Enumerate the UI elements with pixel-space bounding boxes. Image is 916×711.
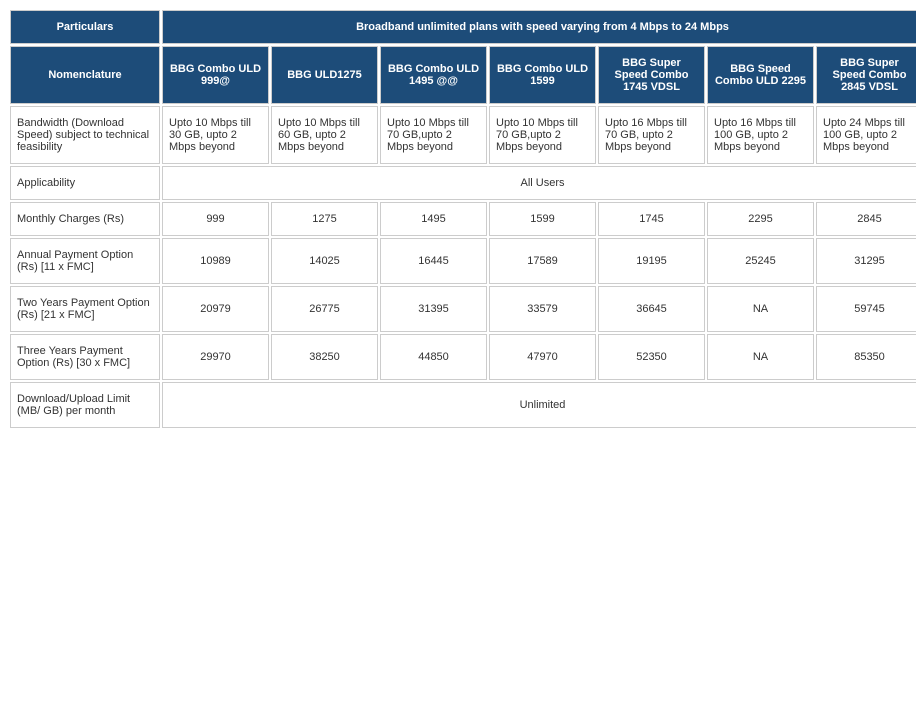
row-value: 1745 (598, 202, 705, 236)
row-value: 20979 (162, 286, 269, 332)
header-particulars: Particulars (10, 10, 160, 44)
row-value: 36645 (598, 286, 705, 332)
row-value: Upto 10 Mbps till 70 GB,upto 2 Mbps beyo… (380, 106, 487, 164)
row-value: 2295 (707, 202, 814, 236)
row-merged-value: Unlimited (162, 382, 916, 428)
row-value: 19195 (598, 238, 705, 284)
header-plan: BBG Combo ULD 1599 (489, 46, 596, 104)
table-row: Monthly Charges (Rs)99912751495159917452… (10, 202, 916, 236)
row-value: 1599 (489, 202, 596, 236)
row-value: 47970 (489, 334, 596, 380)
table-row: Annual Payment Option (Rs) [11 x FMC]109… (10, 238, 916, 284)
row-merged-value: All Users (162, 166, 916, 200)
row-label: Applicability (10, 166, 160, 200)
row-label: Three Years Payment Option (Rs) [30 x FM… (10, 334, 160, 380)
row-value: 31295 (816, 238, 916, 284)
header-plan: BBG Combo ULD 1495 @@ (380, 46, 487, 104)
row-value: Upto 10 Mbps till 30 GB, upto 2 Mbps bey… (162, 106, 269, 164)
table-header-row-2: NomenclatureBBG Combo ULD 999@BBG ULD127… (10, 46, 916, 104)
row-value: 1275 (271, 202, 378, 236)
row-value: 17589 (489, 238, 596, 284)
header-plan: BBG Combo ULD 999@ (162, 46, 269, 104)
row-value: Upto 10 Mbps till 60 GB, upto 2 Mbps bey… (271, 106, 378, 164)
row-value: Upto 24 Mbps till 100 GB, upto 2 Mbps be… (816, 106, 916, 164)
row-value: 31395 (380, 286, 487, 332)
table-row: Bandwidth (Download Speed) subject to te… (10, 106, 916, 164)
header-plan: BBG Speed Combo ULD 2295 (707, 46, 814, 104)
table-row: Three Years Payment Option (Rs) [30 x FM… (10, 334, 916, 380)
header-nomenclature: Nomenclature (10, 46, 160, 104)
table-row: Download/Upload Limit (MB/ GB) per month… (10, 382, 916, 428)
row-label: Bandwidth (Download Speed) subject to te… (10, 106, 160, 164)
table-header-row-1: Particulars Broadband unlimited plans wi… (10, 10, 916, 44)
row-value: NA (707, 286, 814, 332)
row-value: 26775 (271, 286, 378, 332)
row-value: 52350 (598, 334, 705, 380)
row-value: 85350 (816, 334, 916, 380)
row-label: Monthly Charges (Rs) (10, 202, 160, 236)
row-value: 999 (162, 202, 269, 236)
header-plan: BBG Super Speed Combo 2845 VDSL (816, 46, 916, 104)
row-value: Upto 16 Mbps till 100 GB, upto 2 Mbps be… (707, 106, 814, 164)
row-value: 14025 (271, 238, 378, 284)
row-value: NA (707, 334, 814, 380)
table-row: Two Years Payment Option (Rs) [21 x FMC]… (10, 286, 916, 332)
row-value: 10989 (162, 238, 269, 284)
header-span-title: Broadband unlimited plans with speed var… (162, 10, 916, 44)
row-value: Upto 16 Mbps till 70 GB, upto 2 Mbps bey… (598, 106, 705, 164)
row-value: 25245 (707, 238, 814, 284)
row-value: 1495 (380, 202, 487, 236)
row-value: 44850 (380, 334, 487, 380)
broadband-plans-table: Particulars Broadband unlimited plans wi… (8, 8, 916, 430)
row-value: 16445 (380, 238, 487, 284)
row-value: 38250 (271, 334, 378, 380)
row-label: Download/Upload Limit (MB/ GB) per month (10, 382, 160, 428)
row-value: 29970 (162, 334, 269, 380)
row-label: Annual Payment Option (Rs) [11 x FMC] (10, 238, 160, 284)
row-label: Two Years Payment Option (Rs) [21 x FMC] (10, 286, 160, 332)
row-value: Upto 10 Mbps till 70 GB,upto 2 Mbps beyo… (489, 106, 596, 164)
header-plan: BBG Super Speed Combo 1745 VDSL (598, 46, 705, 104)
row-value: 59745 (816, 286, 916, 332)
row-value: 2845 (816, 202, 916, 236)
row-value: 33579 (489, 286, 596, 332)
table-row: ApplicabilityAll Users (10, 166, 916, 200)
header-plan: BBG ULD1275 (271, 46, 378, 104)
